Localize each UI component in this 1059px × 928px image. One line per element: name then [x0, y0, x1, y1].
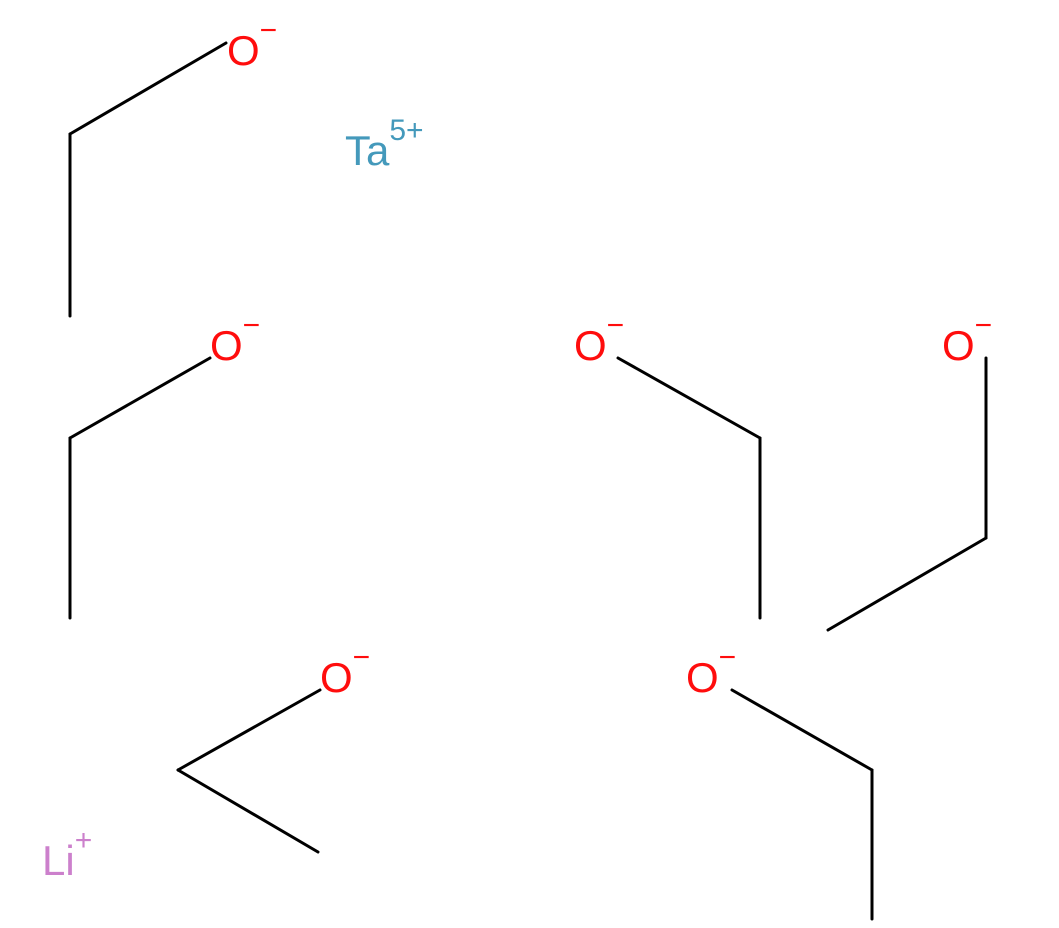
atom-Ta: Ta5+	[345, 130, 424, 172]
bond	[828, 538, 986, 630]
atom-charge: −	[243, 311, 261, 341]
atom-O3: O−	[574, 325, 624, 367]
atom-symbol: O	[686, 657, 719, 699]
bond	[732, 690, 872, 770]
atom-O4: O−	[942, 325, 992, 367]
bond	[70, 358, 210, 438]
atom-charge: +	[75, 826, 93, 856]
bond	[178, 690, 320, 770]
molecule-stage: Ta5+ Li+ O− O− O− O− O− O−	[0, 0, 1059, 928]
bond	[70, 43, 226, 134]
bond-layer	[0, 0, 1059, 928]
atom-O2: O−	[210, 325, 260, 367]
atom-symbol: Ta	[345, 130, 389, 172]
atom-symbol: O	[227, 30, 260, 72]
atom-charge: −	[719, 643, 737, 673]
atom-symbol: O	[210, 325, 243, 367]
atom-O5: O−	[320, 657, 370, 699]
atom-charge: −	[260, 16, 278, 46]
atom-Li: Li+	[42, 840, 92, 882]
atom-O6: O−	[686, 657, 736, 699]
atom-charge: −	[975, 311, 993, 341]
atom-symbol: O	[320, 657, 353, 699]
atom-charge: −	[607, 311, 625, 341]
atom-charge: 5+	[389, 116, 423, 146]
bond	[618, 358, 760, 438]
atom-symbol: O	[574, 325, 607, 367]
bond	[178, 770, 318, 852]
atom-symbol: O	[942, 325, 975, 367]
atom-symbol: Li	[42, 840, 75, 882]
atom-charge: −	[353, 643, 371, 673]
atom-O1: O−	[227, 30, 277, 72]
